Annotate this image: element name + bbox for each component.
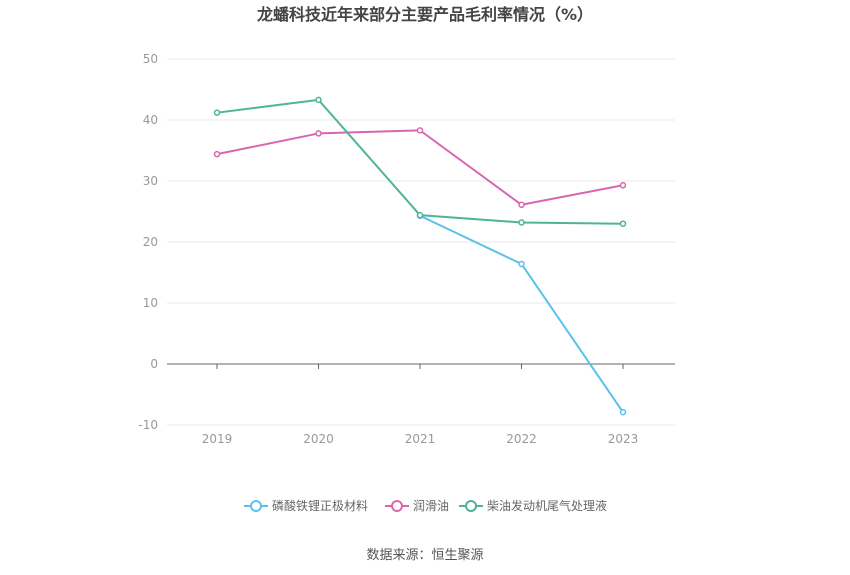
y-axis-ticks: 50 40 30 20 10 0 -10 — [138, 52, 158, 432]
series-line — [217, 100, 623, 224]
data-point[interactable] — [316, 131, 321, 136]
y-tick-label: 50 — [143, 52, 158, 66]
x-tick-label: 2023 — [608, 432, 639, 446]
x-tick-label: 2021 — [405, 432, 436, 446]
data-point[interactable] — [519, 202, 524, 207]
data-source: 数据来源：恒生聚源 — [366, 548, 483, 563]
y-tick-label: 20 — [143, 235, 158, 249]
series-line — [217, 130, 623, 204]
legend-item-0[interactable]: 磷酸铁锂正极材料 — [244, 498, 368, 513]
line-chart: 龙蟠科技近年来部分主要产品毛利率情况（%） 50 40 30 20 10 0 -10 201… — [0, 0, 850, 575]
data-point[interactable] — [418, 213, 423, 218]
legend-label: 磷酸铁锂正极材料 — [272, 498, 368, 513]
data-point[interactable] — [418, 128, 423, 133]
x-tick-label: 2022 — [506, 432, 537, 446]
x-tick-label: 2019 — [202, 432, 233, 446]
legend[interactable]: 磷酸铁锂正极材料 润滑油 柴油发动机尾气处理液 — [244, 498, 607, 513]
data-point[interactable] — [519, 220, 524, 225]
data-point[interactable] — [215, 152, 220, 157]
y-tick-label: 40 — [143, 113, 158, 127]
legend-marker — [251, 501, 261, 511]
series-line — [420, 216, 623, 412]
chart-title: 龙蟠科技近年来部分主要产品毛利率情况（%） — [256, 5, 593, 24]
data-point[interactable] — [316, 97, 321, 102]
data-point[interactable] — [215, 110, 220, 115]
y-tick-label: 0 — [150, 357, 158, 371]
y-tick-label: -10 — [138, 418, 158, 432]
legend-marker — [466, 501, 476, 511]
series-1 — [215, 128, 626, 207]
series-0 — [418, 213, 626, 414]
data-point[interactable] — [621, 221, 626, 226]
y-tick-label: 30 — [143, 174, 158, 188]
grid — [167, 59, 675, 425]
data-point[interactable] — [621, 183, 626, 188]
legend-marker — [392, 501, 402, 511]
legend-item-2[interactable]: 柴油发动机尾气处理液 — [459, 498, 607, 513]
series-2 — [215, 97, 626, 226]
x-tick-label: 2020 — [303, 432, 334, 446]
legend-item-1[interactable]: 润滑油 — [385, 499, 449, 513]
data-point[interactable] — [621, 410, 626, 415]
y-tick-label: 10 — [143, 296, 158, 310]
legend-label: 润滑油 — [413, 499, 449, 513]
data-point[interactable] — [519, 261, 524, 266]
legend-label: 柴油发动机尾气处理液 — [487, 498, 607, 513]
